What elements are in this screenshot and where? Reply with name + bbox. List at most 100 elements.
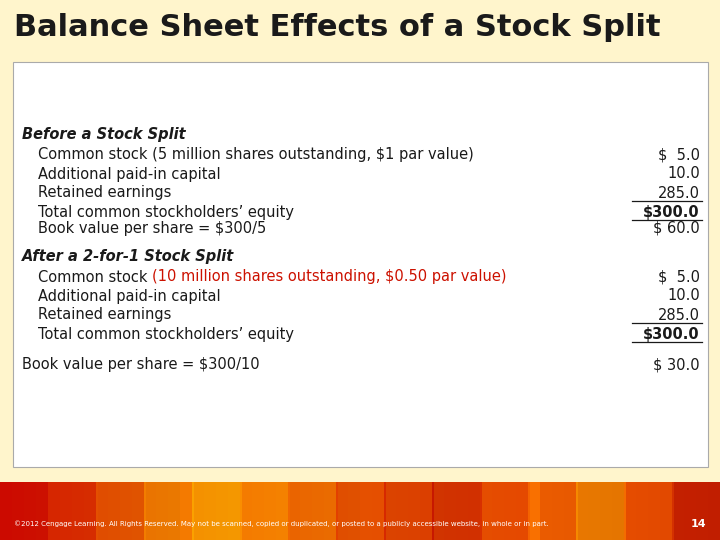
Bar (480, 482, 493, 540)
Bar (624, 482, 674, 540)
Text: Additional paid-in capital: Additional paid-in capital (38, 166, 220, 181)
Bar (528, 482, 541, 540)
Bar (144, 482, 157, 540)
Bar (192, 482, 242, 540)
Bar (216, 482, 229, 540)
Bar (13, 62, 708, 467)
Bar (24, 482, 37, 540)
Bar (672, 482, 720, 540)
Bar (684, 482, 697, 540)
Text: Book value per share = $300/5: Book value per share = $300/5 (38, 220, 266, 235)
Text: $300.0: $300.0 (644, 205, 700, 219)
Bar (540, 482, 553, 540)
Bar (180, 482, 193, 540)
Text: Before a Stock Split: Before a Stock Split (22, 127, 186, 143)
Text: After a 2-for-1 Stock Split: After a 2-for-1 Stock Split (22, 249, 234, 265)
Bar (132, 482, 145, 540)
Bar (156, 482, 169, 540)
Text: $  5.0: $ 5.0 (658, 147, 700, 163)
Bar (348, 482, 361, 540)
Bar (468, 482, 481, 540)
Bar (696, 482, 709, 540)
Bar (264, 482, 277, 540)
Bar (432, 482, 445, 540)
Bar (336, 482, 349, 540)
Text: Retained earnings: Retained earnings (38, 307, 171, 322)
Text: (10 million shares outstanding, $0.50 par value): (10 million shares outstanding, $0.50 pa… (152, 269, 507, 285)
Bar (300, 482, 313, 540)
Bar (324, 482, 337, 540)
Bar (576, 482, 589, 540)
Bar (576, 482, 626, 540)
Bar (372, 482, 385, 540)
Bar (48, 482, 98, 540)
Bar (12, 482, 25, 540)
Bar (408, 482, 421, 540)
Bar (36, 482, 49, 540)
Bar (612, 482, 625, 540)
Text: 10.0: 10.0 (667, 288, 700, 303)
Bar (396, 482, 409, 540)
Bar (660, 482, 673, 540)
Text: $300.0: $300.0 (644, 327, 700, 341)
Bar (240, 482, 290, 540)
Text: Total common stockholders’ equity: Total common stockholders’ equity (38, 327, 294, 341)
Bar (192, 482, 205, 540)
Bar (600, 482, 613, 540)
Bar (288, 482, 338, 540)
Bar (456, 482, 469, 540)
Text: Additional paid-in capital: Additional paid-in capital (38, 288, 220, 303)
Bar (384, 482, 397, 540)
Bar (48, 482, 61, 540)
Bar (504, 482, 517, 540)
Bar (96, 482, 109, 540)
Bar (384, 482, 434, 540)
Bar (444, 482, 457, 540)
Bar (240, 482, 253, 540)
Bar (144, 482, 194, 540)
Bar (636, 482, 649, 540)
Bar (492, 482, 505, 540)
Text: Common stock (5 million shares outstanding, $1 par value): Common stock (5 million shares outstandi… (38, 147, 474, 163)
Bar (552, 482, 565, 540)
Text: $ 60.0: $ 60.0 (653, 220, 700, 235)
Bar (588, 482, 601, 540)
Text: ©2012 Cengage Learning. All Rights Reserved. May not be scanned, copied or dupli: ©2012 Cengage Learning. All Rights Reser… (14, 521, 549, 528)
Bar (168, 482, 181, 540)
Bar (516, 482, 529, 540)
Bar (432, 482, 482, 540)
Bar (708, 482, 720, 540)
Bar (564, 482, 577, 540)
Bar (120, 482, 133, 540)
Bar (420, 482, 433, 540)
Bar (672, 482, 685, 540)
Text: Retained earnings: Retained earnings (38, 186, 171, 200)
Bar (84, 482, 97, 540)
Text: Common stock: Common stock (38, 269, 152, 285)
Bar (312, 482, 325, 540)
Bar (336, 482, 386, 540)
Bar (276, 482, 289, 540)
Bar (72, 482, 85, 540)
Bar (480, 482, 530, 540)
Bar (96, 482, 146, 540)
Bar (528, 482, 578, 540)
Bar (288, 482, 301, 540)
Text: Book value per share = $300/10: Book value per share = $300/10 (22, 357, 260, 373)
Text: Balance Sheet Effects of a Stock Split: Balance Sheet Effects of a Stock Split (14, 14, 661, 43)
Bar (108, 482, 121, 540)
Bar (0, 482, 50, 540)
Bar (228, 482, 241, 540)
Text: $  5.0: $ 5.0 (658, 269, 700, 285)
Text: $ 30.0: $ 30.0 (653, 357, 700, 373)
Bar (624, 482, 637, 540)
Bar (252, 482, 265, 540)
Text: 10.0: 10.0 (667, 166, 700, 181)
Bar (360, 482, 373, 540)
Bar (0, 482, 13, 540)
Text: Total common stockholders’ equity: Total common stockholders’ equity (38, 205, 294, 219)
Bar (60, 482, 73, 540)
Text: 14: 14 (690, 519, 706, 529)
Text: 285.0: 285.0 (658, 186, 700, 200)
Bar (648, 482, 661, 540)
